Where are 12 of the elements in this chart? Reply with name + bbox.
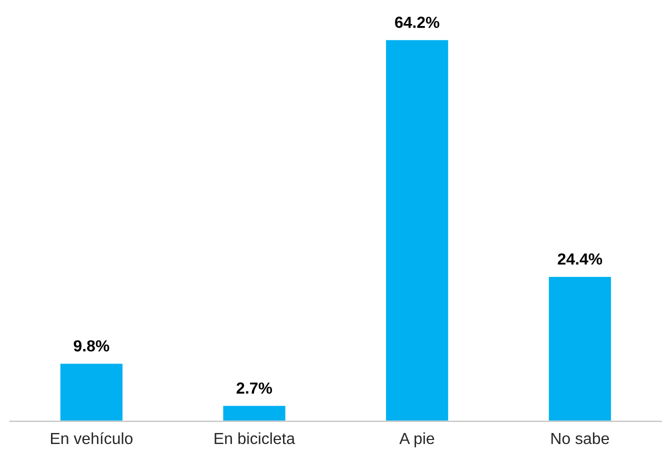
data-label: 9.8% xyxy=(74,340,110,352)
bar xyxy=(222,404,287,422)
data-label: 24.4% xyxy=(558,253,602,265)
bar xyxy=(384,38,450,422)
x-tick-label: No sabe xyxy=(551,432,609,444)
data-label: 2.7% xyxy=(236,382,272,394)
bar xyxy=(547,275,612,422)
x-tick-label: En bicicleta xyxy=(214,432,296,444)
bar xyxy=(58,362,124,422)
data-label: 64.2% xyxy=(395,16,440,28)
x-tick-label: En vehículo xyxy=(51,432,132,444)
x-tick-label: A pie xyxy=(399,432,434,448)
